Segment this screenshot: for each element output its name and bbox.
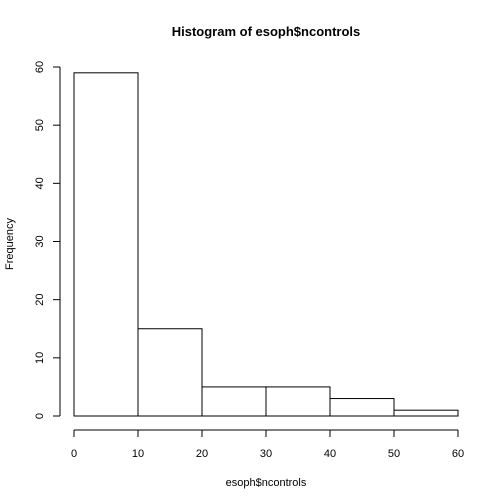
chart-title: Histogram of esoph$ncontrols xyxy=(172,24,361,39)
x-tick-label: 0 xyxy=(71,448,77,460)
x-axis-label: esoph$ncontrols xyxy=(226,477,307,489)
histogram-bar-40-50 xyxy=(329,398,395,417)
histogram-bar-50-60 xyxy=(393,409,459,417)
y-tick-label: 10 xyxy=(34,352,46,364)
histogram-bar-10-20 xyxy=(137,328,203,417)
x-axis: 0 10 20 30 40 50 60 xyxy=(71,429,464,460)
y-axis: 0 10 20 30 40 50 60 xyxy=(34,61,61,419)
x-tick-label: 20 xyxy=(196,448,208,460)
x-tick-label: 60 xyxy=(452,448,464,460)
x-tick-label: 40 xyxy=(324,448,336,460)
y-tick-label: 20 xyxy=(34,294,46,306)
x-tick-label: 10 xyxy=(132,448,144,460)
x-tick-label: 50 xyxy=(388,448,400,460)
y-tick-label: 0 xyxy=(34,413,46,419)
y-tick-label: 60 xyxy=(34,61,46,73)
y-tick-label: 50 xyxy=(34,119,46,131)
histogram-bar-0-10 xyxy=(73,72,139,417)
histogram-bar-20-30 xyxy=(201,386,267,417)
x-tick-label: 30 xyxy=(260,448,272,460)
histogram-bar-30-40 xyxy=(265,386,331,417)
y-tick-label: 40 xyxy=(34,177,46,189)
bars-group xyxy=(73,72,459,417)
y-tick-label: 30 xyxy=(34,235,46,247)
y-axis-label: Frequency xyxy=(4,218,16,270)
